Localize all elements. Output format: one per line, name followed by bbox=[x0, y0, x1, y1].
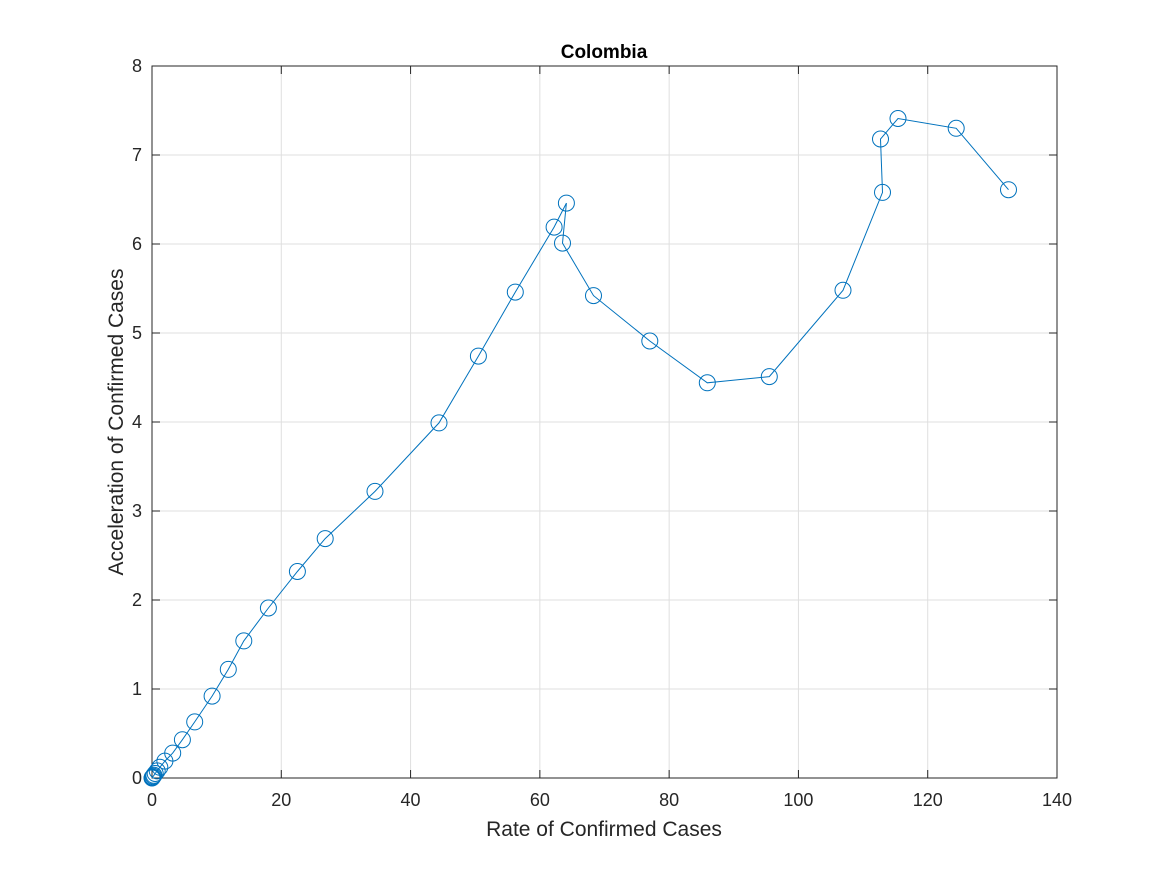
data-point bbox=[316, 530, 334, 548]
x-tick-label: 140 bbox=[1042, 790, 1072, 810]
x-tick-label: 0 bbox=[147, 790, 157, 810]
data-point bbox=[219, 660, 237, 678]
data-point bbox=[554, 234, 571, 252]
data-point bbox=[585, 287, 602, 305]
grid-lines bbox=[151, 65, 1058, 779]
data-point bbox=[430, 414, 448, 432]
y-tick-label: 0 bbox=[132, 768, 142, 788]
x-tick-label: 40 bbox=[401, 790, 421, 810]
data-point bbox=[947, 119, 965, 137]
y-tick-label: 2 bbox=[132, 590, 142, 610]
x-tick-label: 120 bbox=[913, 790, 943, 810]
y-axis-label: Acceleration of Confirmed Cases bbox=[105, 269, 128, 576]
chart-title: Colombia bbox=[561, 42, 648, 63]
data-point bbox=[173, 731, 191, 749]
y-tick-label: 5 bbox=[132, 323, 142, 343]
data-point bbox=[366, 482, 384, 500]
data-point bbox=[641, 332, 659, 350]
x-tick-label: 20 bbox=[271, 790, 291, 810]
x-tick-label: 80 bbox=[659, 790, 679, 810]
x-tick-labels: 0 20 40 60 80 100 120 140 bbox=[147, 790, 1072, 810]
series-line bbox=[151, 117, 1009, 779]
data-point bbox=[235, 632, 253, 650]
data-point bbox=[164, 744, 182, 762]
data-point bbox=[874, 183, 891, 201]
x-tick-label: 100 bbox=[783, 790, 813, 810]
data-point bbox=[545, 218, 563, 236]
data-point bbox=[834, 281, 852, 299]
data-point bbox=[146, 765, 164, 782]
y-tick-label: 4 bbox=[132, 412, 142, 432]
data-point bbox=[144, 768, 162, 786]
data-point bbox=[506, 283, 524, 301]
y-tick-labels: 0 1 2 3 4 5 6 7 8 bbox=[132, 56, 142, 788]
data-point bbox=[889, 110, 907, 127]
series-markers bbox=[143, 110, 1017, 787]
data-point bbox=[144, 767, 162, 785]
x-tick-label: 60 bbox=[530, 790, 550, 810]
data-point bbox=[186, 713, 204, 731]
data-point bbox=[557, 194, 575, 212]
data-point bbox=[288, 563, 306, 580]
data-point bbox=[203, 687, 221, 705]
data-point bbox=[469, 347, 487, 365]
y-tick-label: 8 bbox=[132, 56, 142, 76]
y-tick-label: 6 bbox=[132, 234, 142, 254]
data-point bbox=[1000, 181, 1017, 199]
x-axis-label: Rate of Confirmed Cases bbox=[486, 818, 722, 841]
data-point bbox=[151, 758, 169, 776]
data-point bbox=[760, 368, 778, 386]
data-point bbox=[259, 599, 277, 617]
y-tick-label: 1 bbox=[132, 679, 142, 699]
axis-ticks bbox=[151, 65, 1058, 779]
data-point bbox=[872, 130, 889, 148]
y-tick-label: 3 bbox=[132, 501, 142, 521]
y-tick-label: 7 bbox=[132, 145, 142, 165]
data-point bbox=[698, 374, 716, 392]
